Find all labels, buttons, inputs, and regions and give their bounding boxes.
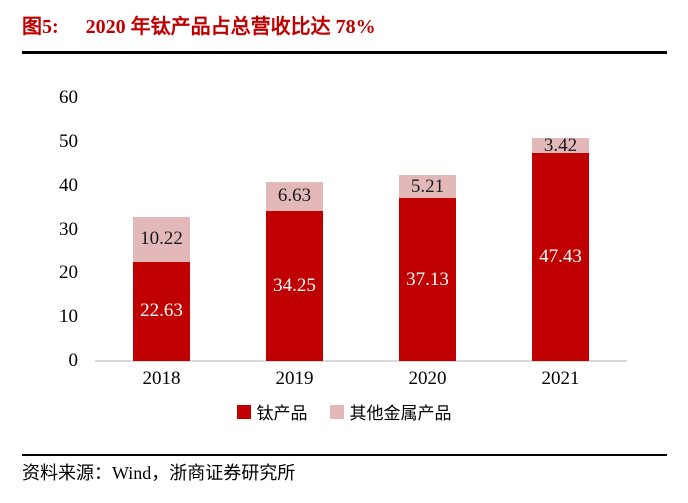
y-axis-tick-label: 40 [59,174,78,196]
bar-segment-titanium-products [532,153,589,361]
bar-value-label: 47.43 [539,246,582,268]
bar-value-label: 34.25 [273,274,316,296]
bar-segment-other-metal-products [399,175,456,199]
y-axis-tick-label: 60 [59,87,78,108]
figure-title-row: 图5: 2020 年钛产品占总营收比达 78% [22,12,666,42]
title-divider [22,51,667,54]
legend-label: 其他金属产品 [349,404,452,423]
x-axis-line [95,360,627,362]
chart-legend: 钛产品 其他金属产品 [0,399,688,424]
x-axis-category-label: 2019 [275,368,314,389]
figure-label: 图5: [22,16,59,38]
x-axis-category-label: 2018 [142,368,181,389]
legend-swatch-titanium-products [236,404,251,419]
bar-value-label: 3.42 [543,134,578,156]
bar-value-label: 5.21 [410,175,445,197]
bar-value-label: 6.63 [277,185,312,207]
source-divider [22,454,667,456]
x-axis-category-label: 2020 [408,368,447,389]
bar-segment-titanium-products [399,198,456,361]
figure-title: 2020 年钛产品占总营收比达 78% [85,16,376,38]
source-note: 资料来源：Wind，浙商证券研究所 [22,463,296,483]
y-axis-tick-label: 10 [59,306,78,328]
bar-value-label: 22.63 [140,300,183,322]
bar-value-label: 10.22 [140,228,183,250]
bar-segment-titanium-products [266,210,323,361]
legend-swatch-other-metal-products [329,404,344,419]
legend-item-other-metal-products: 其他金属产品 [329,399,452,424]
bar-segment-titanium-products [133,261,190,361]
bar-segment-other-metal-products [266,181,323,211]
bar-segment-other-metal-products [133,217,190,262]
legend-item-titanium-products: 钛产品 [236,399,308,424]
x-axis-category-label: 2021 [541,368,580,389]
y-axis-tick-label: 0 [68,350,79,371]
stacked-bar-chart: 0 10 20 30 40 50 60 22.63 10.22 2018 34.25 6.63 2019… [0,56,688,396]
legend-label: 钛产品 [256,404,308,423]
y-axis-tick-label: 30 [59,218,78,240]
y-axis-tick-label: 50 [59,130,78,152]
bar-value-label: 37.13 [406,268,449,290]
y-axis-tick-label: 20 [59,262,78,284]
bar-segment-other-metal-products [532,138,589,154]
